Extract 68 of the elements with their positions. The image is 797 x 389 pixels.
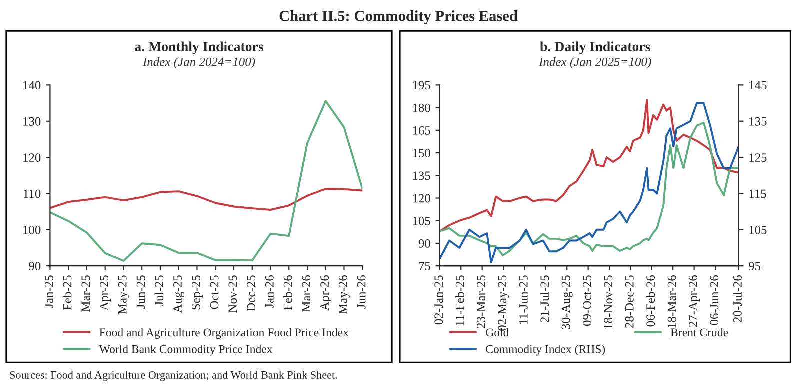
y-tick-label: 75	[419, 262, 430, 271]
y2-tick-label: 125	[750, 154, 767, 162]
x-tick-label: May-25	[118, 276, 130, 314]
chart-title: a. Monthly Indicators	[135, 42, 264, 54]
x-tick-label: Aug-25	[174, 276, 185, 314]
y-tick-label: 120	[24, 154, 41, 162]
x-tick-label: 09-Oct-25	[583, 276, 592, 326]
x-tick-label: 06-Jun-26	[710, 275, 719, 326]
y-tick-label: 180	[413, 104, 430, 112]
y2-tick-label: 105	[750, 226, 767, 234]
source-note: Sources: Food and Agriculture Organization; and World Bank Pink Sheet.	[10, 371, 338, 382]
x-tick-label: 30-Aug-25	[562, 276, 573, 330]
x-tick-label: 18-Mar-26	[668, 275, 676, 328]
y-tick-label: 140	[24, 81, 41, 90]
x-tick-label: Jul-25	[154, 276, 164, 306]
y-tick-label: 130	[24, 117, 41, 126]
chart-title: b. Daily Indicators	[540, 42, 650, 54]
y2-tick-label: 95	[748, 262, 761, 271]
x-tick-label: May-26	[338, 275, 350, 314]
x-tick-label: Nov-25	[228, 276, 238, 313]
x-tick-label: Jan-26	[265, 275, 274, 308]
y-tick-label: 100	[24, 226, 41, 234]
x-tick-label: 02-Jan-25	[434, 276, 444, 325]
x-tick-label: Feb-26	[283, 275, 292, 310]
y-tick-label: 150	[413, 149, 430, 158]
y-tick-label: 135	[413, 172, 430, 180]
legend-label: World Bank Commodity Price Index	[99, 345, 273, 356]
x-tick-label: Jun-26	[357, 275, 366, 309]
x-tick-label: Jun-25	[136, 276, 146, 309]
x-tick-label: Oct-25	[210, 276, 219, 310]
x-tick-label: 11-Feb-25	[455, 276, 464, 326]
x-tick-label: Feb-25	[62, 276, 72, 310]
x-tick-label: 27-Apr-26	[689, 275, 700, 328]
x-tick-label: Apr-25	[100, 276, 112, 311]
y-tick-label: 105	[413, 216, 430, 226]
line-series	[50, 100, 363, 262]
legend-label: Brent Crude	[670, 328, 728, 337]
x-tick-label: Apr-26	[320, 275, 332, 311]
text: Chart II.5: Commodity Prices Eased	[280, 10, 518, 24]
y2-tick-label: 145	[750, 81, 767, 90]
x-tick-label: Jan-25	[44, 276, 54, 308]
y-tick-label: 165	[413, 126, 430, 135]
x-tick-label: 28-Dec-25	[625, 276, 634, 328]
x-tick-label: 18-Nov-25	[604, 276, 613, 329]
x-tick-label: Dec-25	[247, 276, 256, 312]
x-tick-label: 11-Jun-25	[519, 276, 528, 324]
y-tick-label: 195	[413, 81, 430, 90]
x-tick-label: 21-Jul-25	[540, 276, 550, 322]
chart-subtitle: Index (Jan 2024=100)	[142, 57, 256, 69]
line-series	[50, 188, 363, 211]
x-tick-label: 20-Jul-26	[733, 275, 742, 322]
legend-label: Commodity Index (RHS)	[486, 345, 606, 356]
legend-label: Food and Agriculture Organization Food Price Index	[100, 328, 349, 340]
y-tick-label: 90	[418, 239, 430, 248]
line-series	[440, 102, 739, 264]
chart-subtitle: Index (Jan 2025=100)	[539, 57, 652, 69]
x-tick-label: 23-Mar-25	[477, 276, 486, 328]
y2-tick-label: 115	[750, 190, 766, 198]
x-tick-label: 06-Feb-26	[646, 275, 656, 327]
y-tick-label: 110	[24, 190, 41, 198]
x-tick-label: Mar-25	[82, 276, 90, 312]
line-series	[440, 122, 739, 256]
y2-tick-label: 135	[750, 117, 767, 126]
x-tick-label: Sep-25	[192, 276, 203, 310]
y-tick-label: 120	[413, 194, 430, 203]
line-series	[440, 99, 739, 232]
y-tick-label: 90	[29, 262, 41, 271]
x-tick-label: Mar-26	[302, 275, 311, 312]
